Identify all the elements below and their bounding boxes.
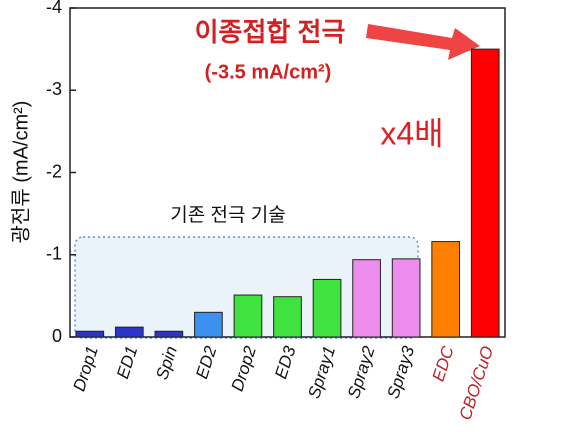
arrow <box>366 24 480 60</box>
y-tick-label: 0 <box>52 326 62 346</box>
bar <box>273 296 302 338</box>
bar <box>114 326 144 338</box>
x-tick-label: ED3 <box>271 343 299 381</box>
bar <box>470 48 500 338</box>
ratio-label: x4배 <box>380 115 443 151</box>
baseline-group-label: 기존 전극 기술 <box>170 204 285 226</box>
bar <box>194 311 223 338</box>
x-tick-label: Spray2 <box>344 343 379 401</box>
y-tick-label: -4 <box>46 0 62 17</box>
highlight-label: 이종접합 전극 <box>195 17 346 47</box>
bar <box>154 330 184 338</box>
x-tick-label: Spray1 <box>304 344 339 401</box>
y-axis-title: 광전류 (mA/cm²) <box>9 101 32 244</box>
bar <box>391 258 421 338</box>
x-tick-label: EDC <box>429 343 458 384</box>
x-tick-label: CBO/CuO <box>456 344 498 423</box>
bar <box>431 241 461 338</box>
x-tick-label: ED1 <box>113 344 141 381</box>
y-tick-label: -3 <box>46 79 62 99</box>
x-tick-label: Drop2 <box>228 343 261 393</box>
bar <box>233 294 263 338</box>
x-tick-label: ED2 <box>192 343 220 381</box>
y-tick-label: -2 <box>46 161 62 181</box>
bar <box>312 278 342 338</box>
highlight-value: (-3.5 mA/cm²) <box>205 61 332 83</box>
bar <box>352 259 381 338</box>
bar <box>75 330 105 338</box>
x-tick-label: Spin <box>152 344 181 382</box>
x-tick-label: Drop1 <box>69 344 101 394</box>
x-tick-label: Spray3 <box>383 343 418 401</box>
y-tick-label: -1 <box>46 244 62 264</box>
